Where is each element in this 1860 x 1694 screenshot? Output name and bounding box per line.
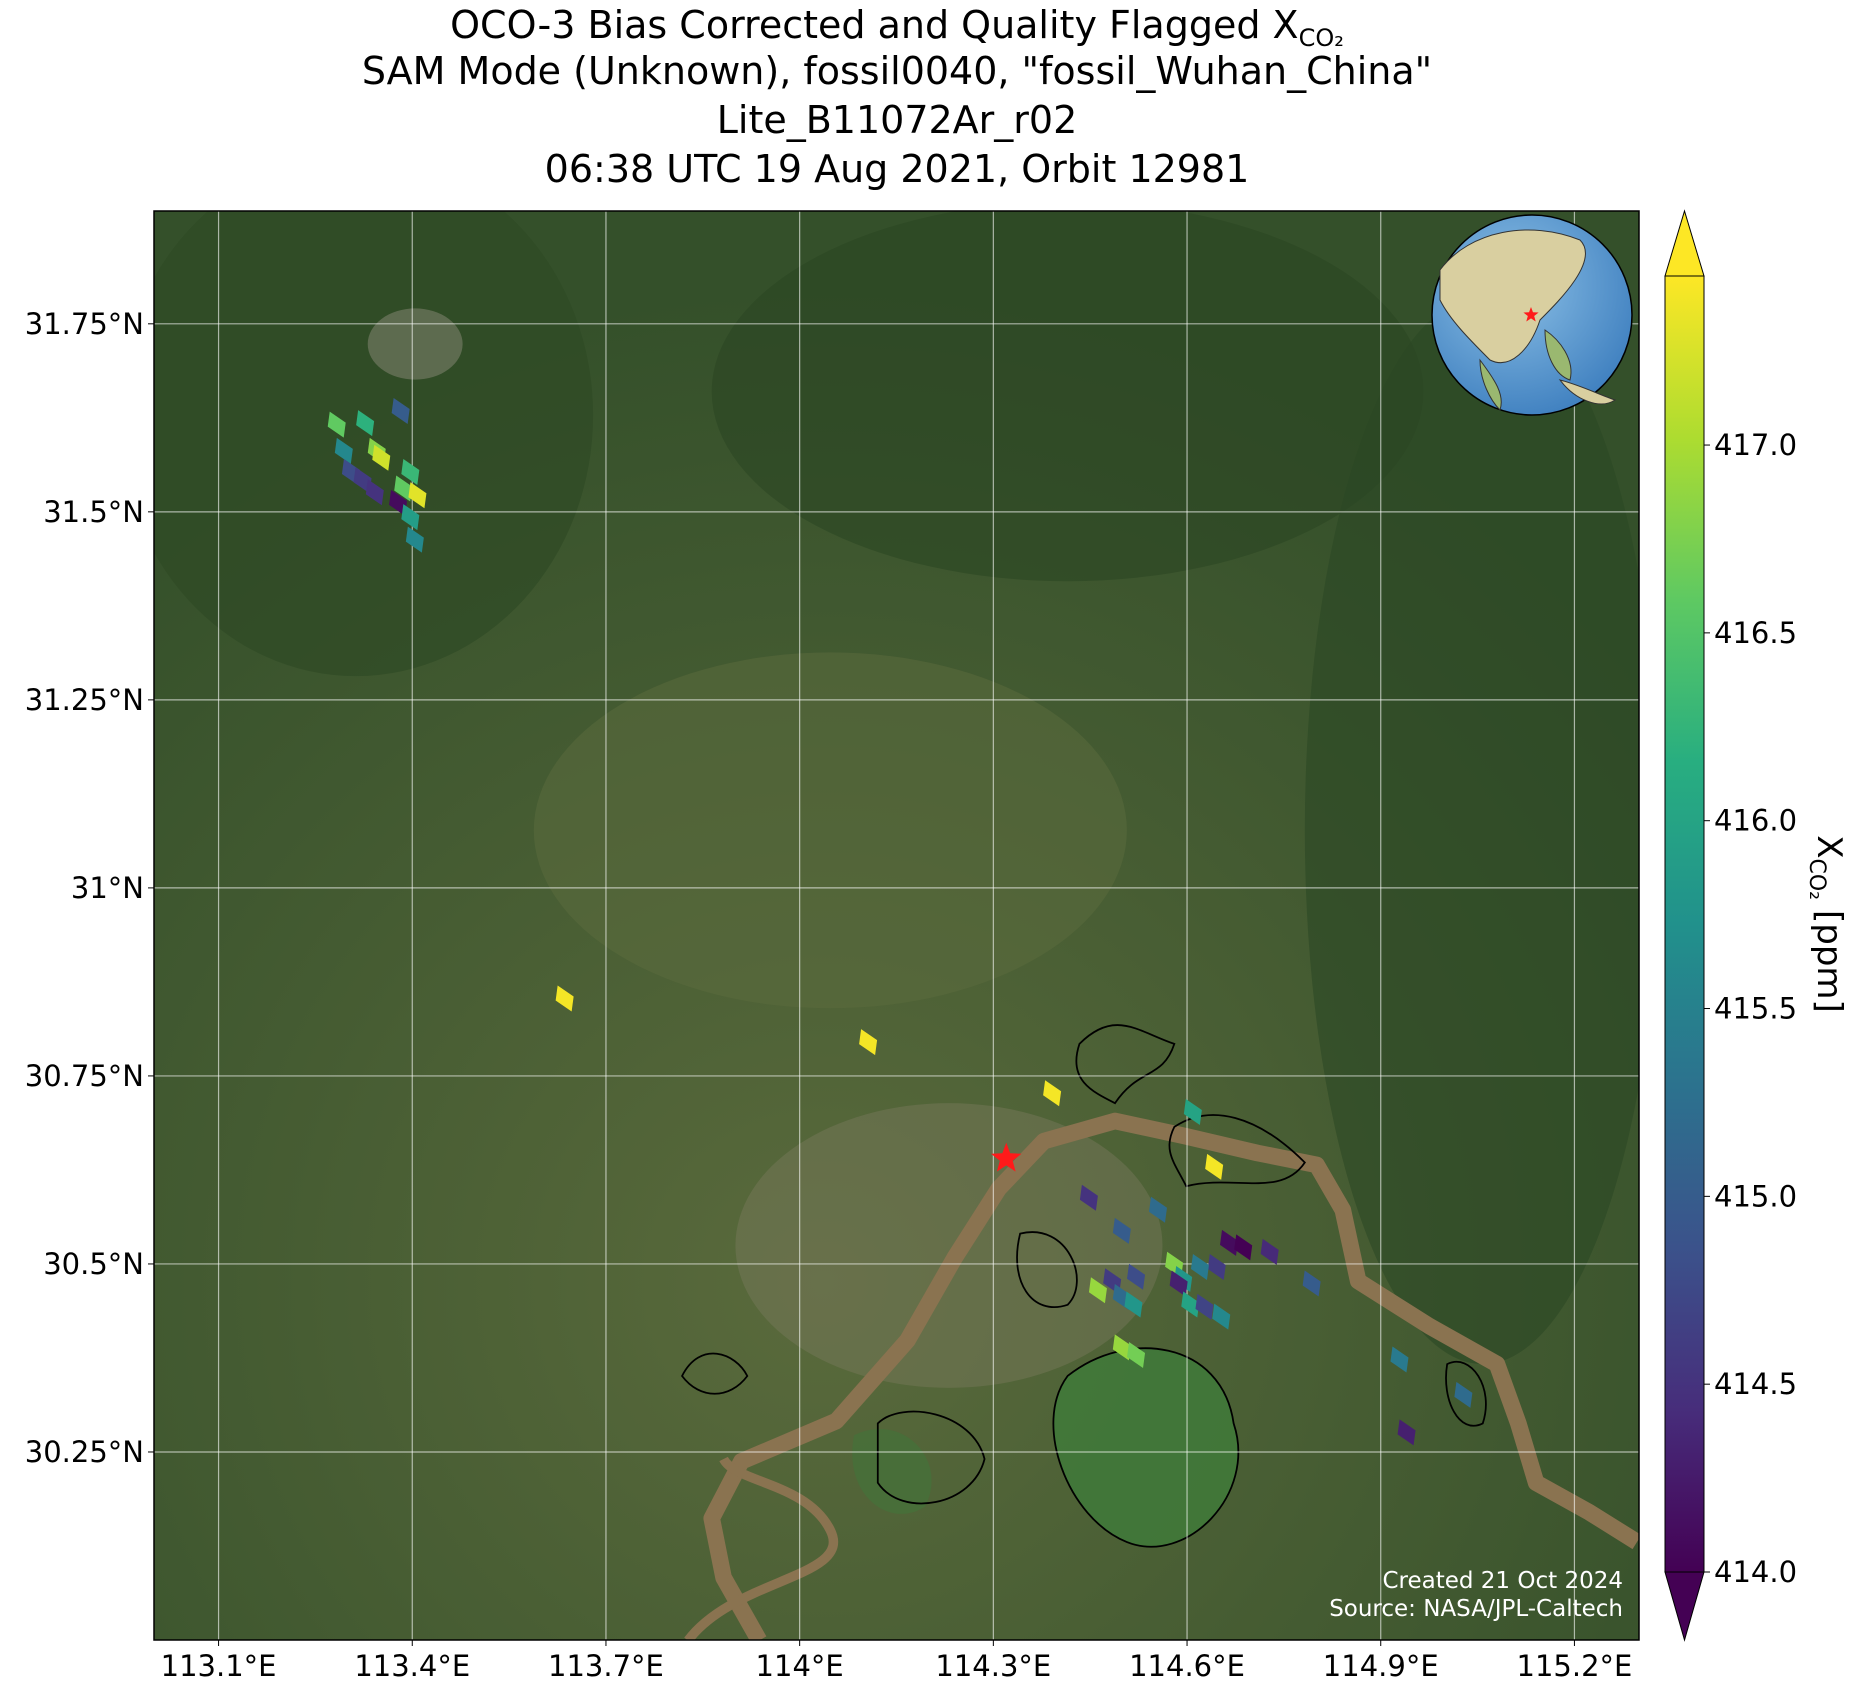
colorbar-body (1665, 276, 1704, 1572)
sounding (334, 437, 353, 464)
sounding (408, 482, 427, 509)
sounding (1390, 1346, 1409, 1373)
sounding (327, 411, 346, 438)
sounding (1454, 1381, 1473, 1408)
colorbar: 414.0 414.5 415.0 415.5 416.0 416.5 417.0 (1664, 209, 1797, 1642)
sounding (1195, 1293, 1214, 1320)
chart-subtitle: Lite_B11072Ar_r02 (717, 98, 1078, 142)
annotation: Source: NASA/JPL-Caltech (1329, 1596, 1623, 1622)
annotation: Created 21 Oct 2024 (1382, 1568, 1623, 1594)
sounding (1220, 1229, 1239, 1256)
sounding (1260, 1238, 1279, 1265)
x-tick-label: 115.2°E (1517, 1649, 1633, 1683)
x-tick-label: 114.6°E (1129, 1649, 1245, 1683)
sounding (365, 479, 384, 506)
map-background (154, 211, 1639, 1640)
sounding (1124, 1291, 1143, 1318)
y-tick-label: 30.5°N (43, 1247, 144, 1281)
colorbar-tick-label: 416.0 (1714, 804, 1797, 838)
chart-subtitle: 06:38 UTC 19 Aug 2021, Orbit 12981 (545, 147, 1250, 191)
chart-title: OCO-3 Bias Corrected and Quality Flagged… (450, 3, 1344, 52)
sounding (1397, 1419, 1416, 1446)
sounding (555, 985, 574, 1012)
sounding (1079, 1184, 1098, 1211)
sounding (389, 489, 408, 516)
colorbar-tick-label: 415.0 (1714, 1179, 1797, 1213)
grid (154, 211, 1639, 1640)
y-tick-label: 30.75°N (25, 1059, 144, 1093)
sounding (1127, 1341, 1146, 1368)
colorbar-extend-max (1664, 209, 1705, 277)
target-marker (991, 1142, 1022, 1172)
y-tick-label: 31.75°N (25, 307, 144, 341)
colorbar-tick-label: 415.5 (1714, 992, 1797, 1026)
chart-subtitle: SAM Mode (Unknown), fossil0040, "fossil_… (362, 49, 1432, 93)
sounding (1088, 1277, 1107, 1304)
sounding (859, 1029, 878, 1056)
colorbar-label-subscript: CO₂ (1804, 858, 1829, 900)
sounding (1302, 1270, 1321, 1297)
x-tick-label: 113.4°E (354, 1649, 470, 1683)
sounding (401, 504, 420, 531)
sounding (405, 526, 424, 553)
title-subscript: CO₂ (1299, 24, 1344, 52)
sounding (1112, 1217, 1131, 1244)
sounding (1043, 1080, 1062, 1107)
colorbar-label-text: X (1809, 835, 1849, 858)
sounding (1169, 1270, 1188, 1297)
sounding (1190, 1253, 1209, 1280)
sounding (1205, 1153, 1224, 1180)
sounding (1212, 1303, 1231, 1330)
plot-frame (153, 210, 1640, 1641)
sounding (1183, 1099, 1202, 1126)
y-tick-label: 31.5°N (43, 495, 144, 529)
soundings (327, 398, 1473, 1446)
colorbar-label-unit: [ppm] (1809, 910, 1849, 1013)
sounding (391, 398, 410, 425)
sounding (394, 475, 413, 502)
sounding (356, 410, 375, 437)
sounding (1207, 1253, 1226, 1280)
colorbar-frame (1664, 275, 1705, 1573)
y-tick-label: 31.25°N (25, 683, 144, 717)
colorbar-extend-min (1664, 1571, 1705, 1642)
y-tick-label: 30.25°N (25, 1435, 144, 1469)
colorbar-tick-label: 417.0 (1714, 428, 1797, 462)
title-text: OCO-3 Bias Corrected and Quality Flagged… (450, 3, 1298, 47)
x-tick-label: 113.7°E (548, 1649, 664, 1683)
x-tick-label: 114°E (756, 1649, 844, 1683)
colorbar-tick-label: 414.0 (1714, 1555, 1797, 1589)
sounding (1112, 1334, 1131, 1361)
x-tick-label: 114.9°E (1323, 1649, 1439, 1683)
colorbar-label: XCO₂ [ppm] (1804, 835, 1849, 1013)
sounding (1181, 1291, 1200, 1318)
sounding (1234, 1234, 1253, 1261)
x-tick-label: 113.1°E (161, 1649, 277, 1683)
sounding (401, 458, 420, 485)
colorbar-tick-label: 416.5 (1714, 616, 1797, 650)
y-tick-label: 31°N (71, 871, 144, 905)
colorbar-tick-label: 414.5 (1714, 1367, 1797, 1401)
sounding (1148, 1196, 1167, 1223)
x-tick-label: 114.3°E (935, 1649, 1051, 1683)
sounding (1127, 1263, 1146, 1290)
sounding (372, 444, 391, 471)
globe-target-marker (1523, 307, 1539, 322)
